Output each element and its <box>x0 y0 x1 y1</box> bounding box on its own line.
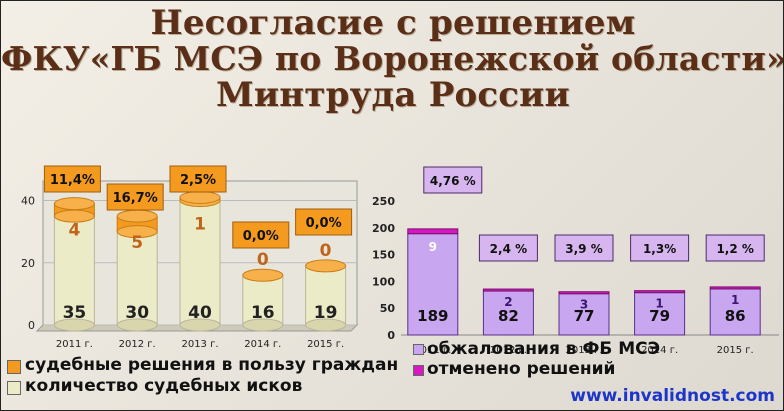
value-label-claims: 19 <box>314 303 338 323</box>
legend-cancelled: отменено решений <box>427 359 616 379</box>
value-label-cancelled: 9 <box>429 240 437 254</box>
y-tick-label: 200 <box>372 222 395 235</box>
percent-callout: 0,0% <box>306 216 342 231</box>
value-label-decisions: 4 <box>68 221 80 241</box>
appeals-chart: 0 50 100 150 200 250 189 9 2011 г. 4,76 % 822 2012 … <box>372 166 779 356</box>
legend-court-decisions: судебные решения в пользу граждан <box>25 355 399 375</box>
legend-swatch-court-claims <box>7 381 21 395</box>
bar-claims <box>242 274 284 326</box>
y-tick-label: 50 <box>380 302 396 315</box>
bar-cancelled <box>709 286 761 290</box>
percent-callout-box <box>554 234 614 262</box>
percent-callout: 1,3% <box>643 242 676 256</box>
percent-callout: 1,2 % <box>716 242 753 256</box>
bar-claims-bottom <box>116 318 158 332</box>
percent-callout-box <box>232 221 290 249</box>
bar-appeals <box>407 233 459 336</box>
value-label-cancelled: 2 <box>504 295 512 309</box>
x-tick-label: 2015 г. <box>307 339 344 350</box>
x-tick-label: 2011 г. <box>414 345 451 356</box>
bar-appeals <box>558 293 610 336</box>
x-tick-label: 2013 г. <box>565 345 602 356</box>
bar-claims <box>305 265 347 326</box>
value-label-claims: 16 <box>251 303 275 323</box>
legend-swatch-cancelled <box>413 365 424 376</box>
legend-swatch-appeals <box>413 344 424 355</box>
bar-decisions-top <box>116 209 158 223</box>
bar-decisions-top <box>53 197 95 211</box>
percent-callout-box <box>169 165 227 193</box>
court-cases-chart: 0 20 40 35 4 2011 г. 11,4% 30 5 2012 г. 16,7% 40 1 20… <box>21 165 359 350</box>
y-tick-label: 20 <box>21 257 35 270</box>
percent-callout-box <box>295 208 353 236</box>
x-tick-label: 2013 г. <box>181 339 218 350</box>
value-label-appeals: 79 <box>649 307 670 325</box>
value-label-decisions: 5 <box>131 233 143 253</box>
bar-claims-bottom <box>305 318 347 332</box>
bar-claims <box>116 231 158 326</box>
percent-callout-box <box>478 234 538 262</box>
value-label-decisions: 0 <box>257 250 269 270</box>
bar-cancelled <box>634 290 686 294</box>
y-tick-label: 150 <box>372 249 395 262</box>
percent-callout: 2,4 % <box>490 242 527 256</box>
bar-cancelled <box>407 228 459 235</box>
y-tick-label: 40 <box>21 195 35 208</box>
bar-cancelled <box>482 288 534 292</box>
value-label-decisions: 1 <box>194 214 206 234</box>
bar-claims <box>179 200 221 326</box>
value-label-appeals: 82 <box>498 307 519 325</box>
title-line-3: Минтруда России <box>216 75 570 115</box>
percent-callout: 4,76 % <box>430 174 476 188</box>
value-label-appeals: 77 <box>574 307 595 325</box>
legend-appeals: обжалования в ФБ МСЭ <box>427 339 661 359</box>
bar-decisions-mid <box>116 225 158 239</box>
bar-appeals <box>634 292 686 336</box>
y-tick-label: 0 <box>387 329 395 342</box>
percent-callout: 0,0% <box>243 229 279 244</box>
legend-swatch-court-decisions <box>7 360 21 374</box>
title-line-2: ФКУ«ГБ МСЭ по Воронежской области» <box>1 39 784 78</box>
bar-decisions-top <box>305 259 347 273</box>
value-label-claims: 40 <box>188 303 212 323</box>
value-label-appeals: 189 <box>417 307 448 325</box>
title-line-1: Несогласие с решением <box>150 3 636 43</box>
value-label-cancelled: 1 <box>731 293 739 307</box>
x-tick-label: 2012 г. <box>119 339 156 350</box>
percent-callout-box <box>705 234 765 262</box>
value-label-claims: 35 <box>63 303 87 323</box>
value-label-decisions: 0 <box>320 241 332 261</box>
bar-cancelled <box>558 291 610 295</box>
value-label-cancelled: 1 <box>655 297 663 311</box>
bar-claims-bottom <box>53 318 95 332</box>
value-label-appeals: 86 <box>725 307 746 325</box>
bar-decisions-top <box>242 268 284 282</box>
value-label-claims: 30 <box>125 303 149 323</box>
percent-callout: 3,9 % <box>565 242 602 256</box>
website-link[interactable]: www.invalidnost.com <box>570 386 775 406</box>
bar-claims-bottom <box>242 318 284 332</box>
percent-callout-box <box>106 183 164 211</box>
x-tick-label: 2012 г. <box>490 345 527 356</box>
percent-callout: 11,4% <box>50 173 95 188</box>
x-tick-label: 2011 г. <box>56 339 93 350</box>
legend-court-claims: количество судебных исков <box>25 376 303 396</box>
percent-callout-box <box>630 234 690 262</box>
percent-callout: 2,5% <box>180 173 216 188</box>
x-tick-label: 2014 г. <box>244 339 281 350</box>
bar-claims-bottom <box>179 318 221 332</box>
value-label-cancelled: 3 <box>580 298 588 312</box>
x-tick-label: 2014 г. <box>641 345 678 356</box>
y-tick-label: 100 <box>372 275 395 288</box>
x-tick-label: 2015 г. <box>717 345 754 356</box>
percent-callout-box <box>423 166 483 194</box>
percent-callout-box <box>43 165 101 193</box>
bar-appeals <box>482 290 534 336</box>
percent-callout: 16,7% <box>113 191 158 206</box>
y-tick-label: 250 <box>372 195 395 208</box>
bar-decisions-top <box>179 190 221 204</box>
y-tick-label: 0 <box>28 319 35 332</box>
